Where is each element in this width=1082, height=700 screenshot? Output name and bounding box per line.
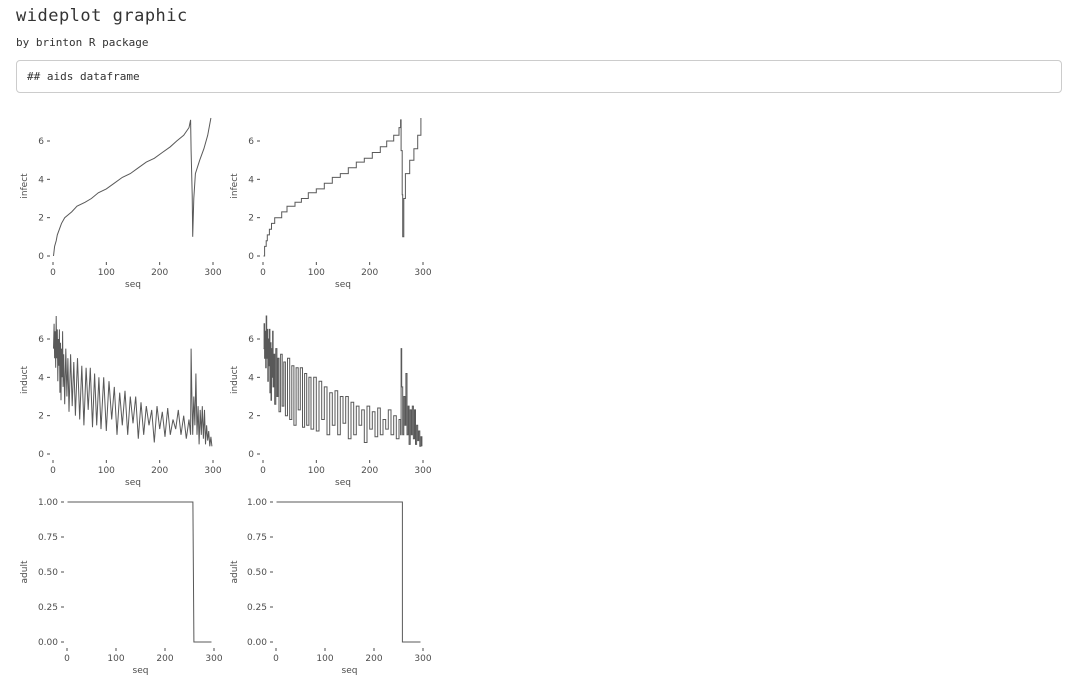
panel-adult-left: 0.00 0.25 0.50 0.75 1.00 0 100 200 300 seq adult xyxy=(20,498,223,676)
x-tick-label: 0 xyxy=(50,466,56,476)
panel-adult-right: 0.00 0.25 0.50 0.75 1.00 0 100 200 300 seq adult xyxy=(230,498,432,676)
y-tick-label: 0.50 xyxy=(38,568,58,578)
panel-induct-left: 0 2 4 6 0 100 200 300 seq induct xyxy=(20,315,222,488)
x-tick-label: 100 xyxy=(98,268,115,278)
x-tick-label: 200 xyxy=(361,466,378,476)
y-tick-label: 0 xyxy=(38,450,44,460)
page-subtitle: by brinton R package xyxy=(16,36,149,49)
y-tick-label: 6 xyxy=(248,137,254,147)
y-tick-label: 6 xyxy=(38,137,44,147)
y-tick-label: 1.00 xyxy=(38,498,58,508)
x-tick-label: 0 xyxy=(50,268,56,278)
panel-infect-left: 0 2 4 6 0 100 200 300 seq infect xyxy=(20,117,222,290)
x-tick-label: 100 xyxy=(98,466,115,476)
x-tick-label: 300 xyxy=(204,466,221,476)
x-tick-label: 200 xyxy=(151,466,168,476)
y-tick-label: 0.00 xyxy=(247,638,267,648)
y-axis-label: infect xyxy=(20,173,30,199)
panel-infect-right: 0 2 4 6 0 100 200 300 seq infect xyxy=(230,118,432,290)
series-line-adult xyxy=(67,501,212,643)
x-tick-label: 300 xyxy=(205,654,222,664)
y-tick-label: 0.75 xyxy=(38,533,58,543)
y-tick-label: 6 xyxy=(38,335,44,345)
y-tick-label: 1.00 xyxy=(247,498,267,508)
x-tick-label: 100 xyxy=(308,268,325,278)
x-tick-label: 300 xyxy=(414,268,431,278)
x-tick-label: 100 xyxy=(316,654,333,664)
x-axis-label: seq xyxy=(342,666,358,676)
code-output-block: ## aids dataframe xyxy=(16,60,1062,93)
x-tick-label: 100 xyxy=(308,466,325,476)
series-line-induct xyxy=(263,315,423,447)
x-tick-label: 0 xyxy=(64,654,70,664)
x-axis-label: seq xyxy=(133,666,149,676)
y-tick-label: 0 xyxy=(38,252,44,262)
y-axis-label: adult xyxy=(20,560,30,583)
x-tick-label: 300 xyxy=(204,268,221,278)
page-title: wideplot graphic xyxy=(16,6,188,26)
panel-induct-right: 0 2 4 6 0 100 200 300 seq induct xyxy=(230,315,432,488)
x-axis-label: seq xyxy=(125,478,141,488)
series-line-infect xyxy=(263,118,422,257)
y-tick-label: 2 xyxy=(38,412,44,422)
y-tick-label: 4 xyxy=(248,373,254,383)
y-axis-label: induct xyxy=(20,365,30,394)
series-line-infect xyxy=(53,117,212,257)
y-tick-label: 4 xyxy=(248,175,254,185)
y-tick-label: 0.00 xyxy=(38,638,58,648)
y-tick-label: 2 xyxy=(248,214,254,224)
y-tick-label: 0.25 xyxy=(38,603,58,613)
x-tick-label: 100 xyxy=(107,654,124,664)
x-tick-label: 200 xyxy=(361,268,378,278)
x-tick-label: 200 xyxy=(365,654,382,664)
y-tick-label: 2 xyxy=(38,214,44,224)
x-tick-label: 300 xyxy=(414,654,431,664)
y-tick-label: 0.50 xyxy=(247,568,267,578)
x-tick-label: 0 xyxy=(260,466,266,476)
y-axis-label: adult xyxy=(230,560,240,583)
y-tick-label: 4 xyxy=(38,175,44,185)
y-tick-label: 0.75 xyxy=(247,533,267,543)
y-tick-label: 6 xyxy=(248,335,254,345)
y-tick-label: 0 xyxy=(248,450,254,460)
y-tick-label: 0.25 xyxy=(247,603,267,613)
y-tick-label: 2 xyxy=(248,412,254,422)
x-tick-label: 200 xyxy=(156,654,173,664)
x-tick-label: 0 xyxy=(260,268,266,278)
x-axis-label: seq xyxy=(125,280,141,290)
x-axis-label: seq xyxy=(335,478,351,488)
y-tick-label: 4 xyxy=(38,373,44,383)
y-tick-label: 0 xyxy=(248,252,254,262)
x-tick-label: 200 xyxy=(151,268,168,278)
series-line-induct xyxy=(53,315,213,447)
y-axis-label: induct xyxy=(230,365,240,394)
y-axis-label: infect xyxy=(230,173,240,199)
x-axis-label: seq xyxy=(335,280,351,290)
series-line-adult xyxy=(276,501,421,643)
x-tick-label: 300 xyxy=(414,466,431,476)
x-tick-label: 0 xyxy=(273,654,279,664)
